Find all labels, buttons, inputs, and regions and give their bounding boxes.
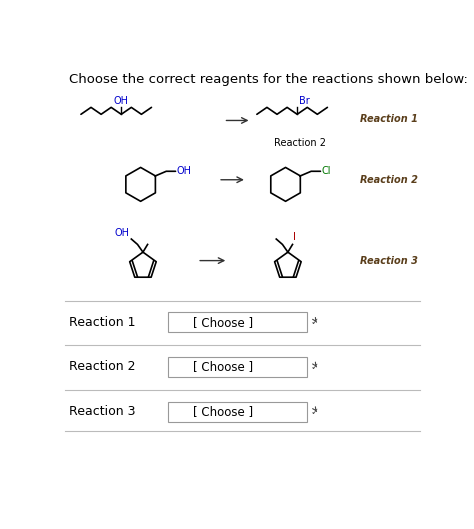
Text: Cl: Cl bbox=[321, 166, 331, 176]
Text: ✓: ✓ bbox=[311, 317, 319, 327]
FancyBboxPatch shape bbox=[168, 402, 307, 422]
Text: I: I bbox=[293, 232, 296, 242]
Text: OH: OH bbox=[114, 96, 129, 106]
FancyBboxPatch shape bbox=[168, 357, 307, 377]
Text: Reaction 2: Reaction 2 bbox=[273, 138, 326, 148]
Text: ✓: ✓ bbox=[311, 362, 319, 372]
Text: Reaction 3: Reaction 3 bbox=[360, 256, 418, 266]
Text: Reaction 3: Reaction 3 bbox=[69, 405, 135, 418]
Text: Reaction 2: Reaction 2 bbox=[69, 360, 135, 373]
Text: Reaction 1: Reaction 1 bbox=[69, 316, 135, 329]
Text: Reaction 2: Reaction 2 bbox=[360, 175, 418, 185]
FancyBboxPatch shape bbox=[168, 312, 307, 332]
Text: [ Choose ]: [ Choose ] bbox=[193, 360, 254, 373]
Text: Choose the correct reagents for the reactions shown below:: Choose the correct reagents for the reac… bbox=[69, 72, 467, 86]
Text: Reaction 1: Reaction 1 bbox=[360, 114, 418, 124]
Text: OH: OH bbox=[115, 229, 130, 238]
Text: OH: OH bbox=[176, 166, 191, 176]
Text: [ Choose ]: [ Choose ] bbox=[193, 316, 254, 329]
Text: [ Choose ]: [ Choose ] bbox=[193, 405, 254, 418]
Text: ✓: ✓ bbox=[311, 406, 319, 416]
Text: Br: Br bbox=[299, 96, 310, 106]
